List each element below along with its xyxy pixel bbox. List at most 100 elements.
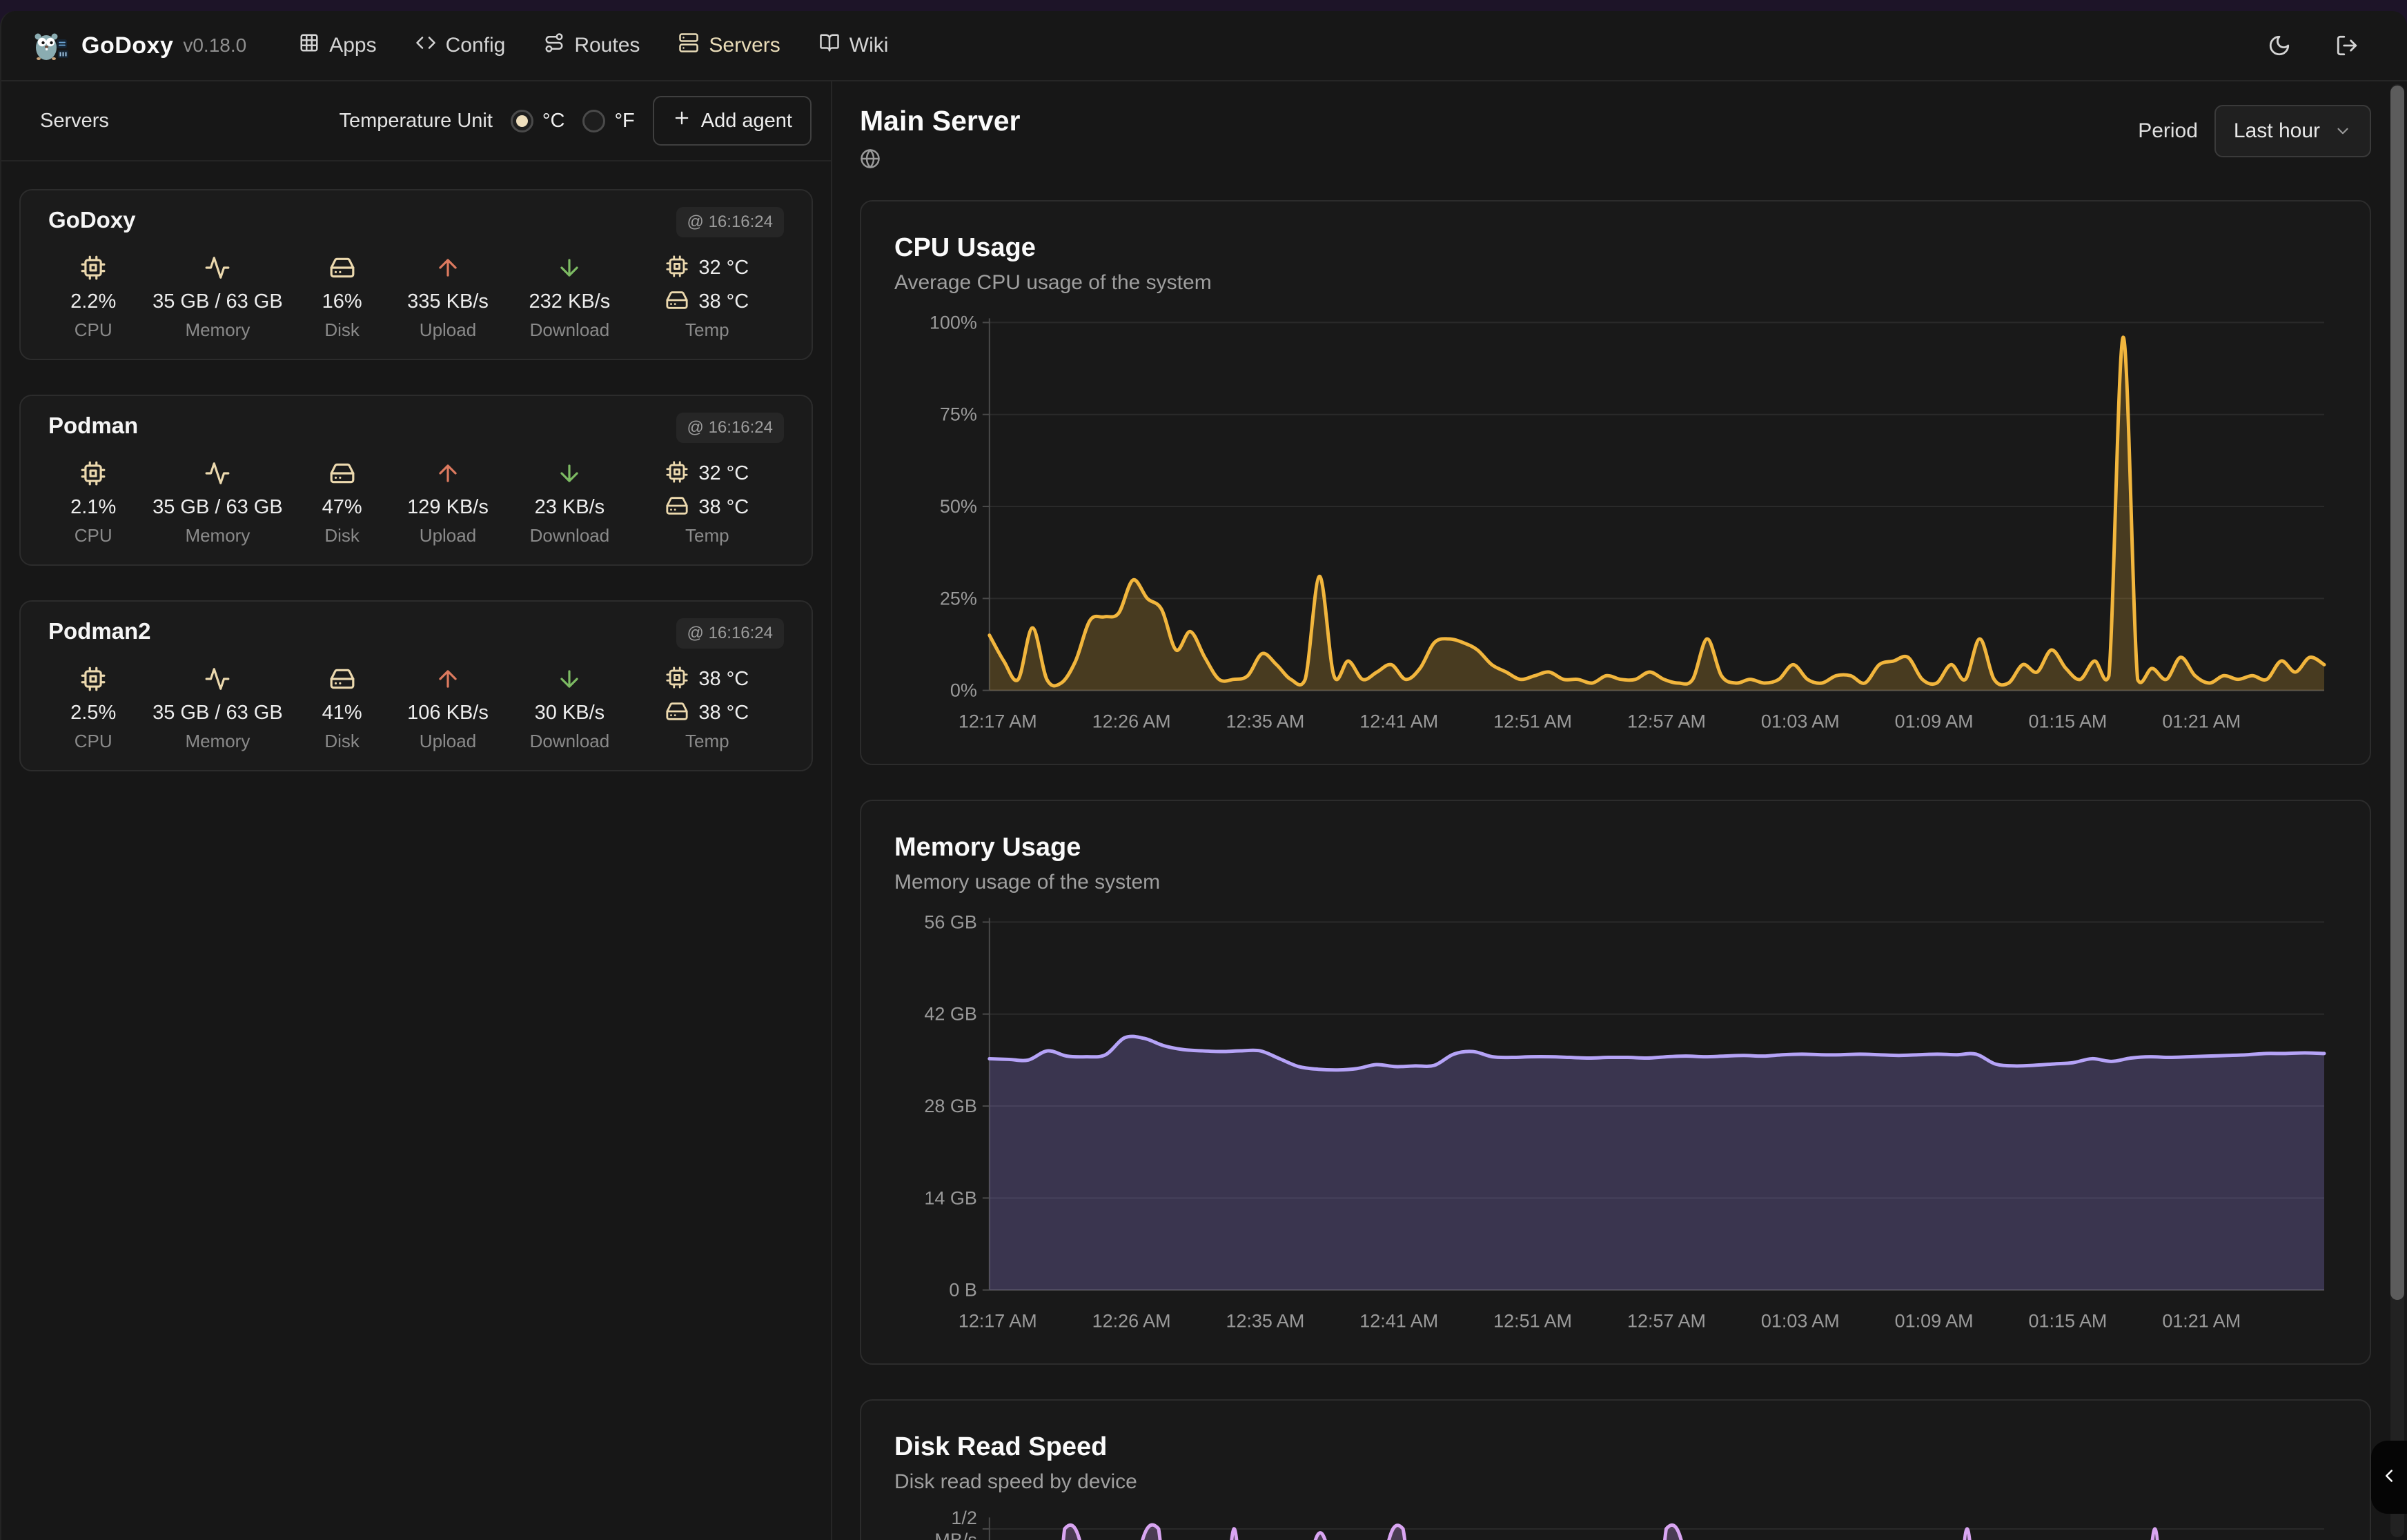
stat-memory: 35 GB / 63 GB Memory (138, 455, 297, 546)
svg-text:01:03 AM: 01:03 AM (1761, 711, 1840, 732)
memory-usage-chart: 56 GB 42 GB 28 GB 14 GB 0 B 12:17 AM 12:26 AM 1… (924, 911, 2326, 1332)
temp-unit-fahrenheit-option[interactable]: °F (582, 109, 635, 132)
cpu-chip-icon (665, 666, 689, 693)
panel-collapse-handle[interactable] (2371, 1441, 2407, 1514)
svg-text:01:09 AM: 01:09 AM (1895, 1311, 1974, 1332)
svg-text:12:41 AM: 12:41 AM (1359, 711, 1438, 732)
chart-title: Memory Usage (894, 833, 1081, 862)
period-select[interactable]: Last hour (2214, 105, 2371, 157)
server-card-podman2[interactable]: Podman2 @ 16:16:24 2.5% CPU 35 GB / 63 G… (19, 600, 813, 771)
svg-text:12:51 AM: 12:51 AM (1493, 711, 1572, 732)
stat-value: 232 KB/s (529, 290, 611, 313)
chart-title: CPU Usage (894, 233, 1036, 262)
chart-subtitle: Memory usage of the system (894, 871, 1161, 894)
stat-label: Download (529, 319, 610, 340)
memory-usage-card: Memory Usage Memory usage of the system … (860, 800, 2371, 1365)
stat-download: 23 KB/s Download (509, 455, 630, 546)
stat-label: Download (529, 525, 610, 546)
stat-upload: 335 KB/s Upload (387, 250, 509, 341)
stat-value: 2.1% (70, 495, 117, 518)
scrollbar-thumb[interactable] (2390, 86, 2404, 1300)
cpu-chip-icon (80, 661, 106, 697)
hard-drive-icon (329, 455, 355, 491)
stat-value: 16% (322, 290, 362, 313)
code-icon (415, 32, 436, 59)
svg-text:12:57 AM: 12:57 AM (1627, 711, 1706, 732)
temp-unit-celsius-option[interactable]: °C (510, 109, 564, 132)
stat-label: Memory (185, 525, 250, 546)
nav-item-routes[interactable]: Routes (544, 32, 640, 59)
period-value: Last hour (2233, 119, 2320, 142)
nav-item-label: Apps (329, 34, 377, 57)
svg-text:01:15 AM: 01:15 AM (2029, 1311, 2108, 1332)
stat-value: 23 KB/s (534, 495, 605, 518)
book-open-icon (819, 32, 840, 59)
arrow-down-icon (556, 455, 582, 491)
disk-read-speed-card: Disk Read Speed Disk read speed by devic… (860, 1399, 2371, 1540)
plus-icon (672, 108, 691, 133)
nav-item-servers[interactable]: Servers (678, 32, 780, 59)
hard-drive-icon (665, 494, 689, 521)
hard-drive-icon (665, 288, 689, 315)
server-name: Podman2 (48, 618, 151, 644)
period-control: Period Last hour (2138, 105, 2371, 157)
svg-text:01:03 AM: 01:03 AM (1761, 1311, 1840, 1332)
server-stats: 2.1% CPU 35 GB / 63 GB Memory 47% Disk (48, 455, 784, 546)
apps-grid-icon (299, 32, 320, 59)
server-card-podman[interactable]: Podman @ 16:16:24 2.1% CPU 35 GB / 63 GB (19, 395, 813, 566)
sidebar-header: Servers Temperature Unit °C °F Add agent (1, 81, 831, 161)
arrow-down-icon (556, 661, 582, 697)
svg-text:12:41 AM: 12:41 AM (1359, 1311, 1438, 1332)
svg-text:100%: 100% (930, 312, 977, 333)
svg-text:01:21 AM: 01:21 AM (2162, 711, 2241, 732)
stat-value: 106 KB/s (407, 701, 489, 724)
stat-value: 2.2% (70, 290, 117, 313)
stat-value: 47% (322, 495, 362, 518)
cpu-usage-chart: 100% 75% 50% 25% 0% 12:17 AM 12:26 AM 12:35 AM 1… (930, 312, 2326, 732)
main-panel: Main Server Period Last hour CPU Usage A… (832, 81, 2407, 1540)
stat-value: 30 KB/s (534, 701, 605, 724)
svg-text:25%: 25% (940, 588, 977, 609)
last-updated-badge: @ 16:16:24 (676, 207, 784, 237)
server-list: GoDoxy @ 16:16:24 2.2% CPU 35 GB / 63 GB (1, 161, 831, 799)
arrow-up-icon (435, 455, 461, 491)
hard-drive-icon (329, 661, 355, 697)
svg-text:12:26 AM: 12:26 AM (1092, 1311, 1171, 1332)
nav-item-config[interactable]: Config (415, 32, 505, 59)
server-card-godoxy[interactable]: GoDoxy @ 16:16:24 2.2% CPU 35 GB / 63 GB (19, 189, 813, 360)
hard-drive-icon (329, 250, 355, 286)
add-agent-label: Add agent (700, 109, 792, 132)
stat-upload: 106 KB/s Upload (387, 661, 509, 752)
hard-drive-icon (665, 700, 689, 727)
moon-icon[interactable] (2268, 34, 2291, 57)
logout-icon[interactable] (2335, 34, 2359, 57)
stat-value: 2.5% (70, 701, 117, 724)
add-agent-button[interactable]: Add agent (652, 96, 812, 146)
server-icon (678, 32, 699, 59)
cpu-chip-icon (665, 255, 689, 282)
cpu-temp-value: 32 °C (698, 462, 749, 484)
stat-cpu: 2.1% CPU (48, 455, 138, 546)
stat-disk: 47% Disk (297, 455, 386, 546)
cpu-chip-icon (665, 460, 689, 487)
stat-memory: 35 GB / 63 GB Memory (138, 661, 297, 752)
last-updated-badge: @ 16:16:24 (676, 413, 784, 443)
top-nav: GoDoxy v0.18.0 Apps Config Routes Server… (1, 11, 2407, 81)
svg-text:01:21 AM: 01:21 AM (2162, 1311, 2241, 1332)
main-header: Main Server Period Last hour (860, 105, 2371, 172)
stat-value: 41% (322, 701, 362, 724)
nav-item-apps[interactable]: Apps (299, 32, 377, 59)
svg-text:12:17 AM: 12:17 AM (959, 1311, 1037, 1332)
svg-text:12:17 AM: 12:17 AM (959, 711, 1037, 732)
svg-text:50%: 50% (940, 496, 977, 517)
stat-label: Upload (419, 731, 477, 751)
cpu-usage-card: CPU Usage Average CPU usage of the syste… (860, 200, 2371, 765)
stat-cpu: 2.5% CPU (48, 661, 138, 752)
activity-icon (204, 455, 230, 491)
stat-value: 35 GB / 63 GB (153, 290, 283, 313)
nav-item-wiki[interactable]: Wiki (819, 32, 888, 59)
cpu-temp-value: 38 °C (698, 667, 749, 690)
stat-value: 35 GB / 63 GB (153, 701, 283, 724)
svg-text:1/2: 1/2 (951, 1510, 976, 1528)
stat-label: Upload (419, 319, 477, 340)
